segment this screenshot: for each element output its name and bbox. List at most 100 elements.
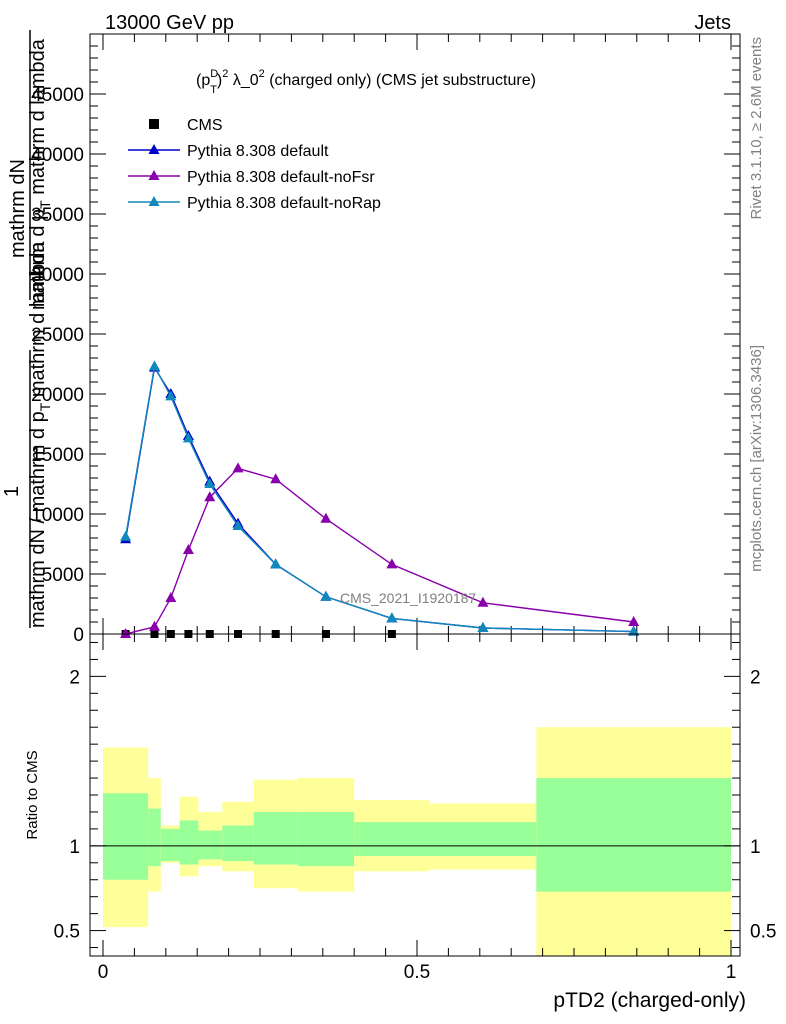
main-ytick-label: 20000: [31, 385, 84, 406]
y-left-sub: T: [37, 402, 53, 411]
y-den-2: mathrm d lambda: [27, 38, 49, 200]
data-point: [204, 491, 216, 502]
watermark: CMS_2021_I1920187: [340, 590, 476, 606]
y-den-sub: T: [37, 200, 53, 209]
ratio-green-band: [354, 822, 430, 857]
main-axes: 0 5000 10000 15000 20000 25000 30000 35000 40000…: [31, 34, 740, 646]
ratio-ytick-label-right: 1: [750, 837, 761, 858]
legend: CMS Pythia 8.308 default Pythia 8.308 defa…: [128, 117, 381, 212]
ratio-green-band: [103, 793, 149, 880]
y-label-one: 1: [1, 486, 23, 497]
y-label-denominator: mathrm d pT mathrm d lambda: [27, 38, 53, 310]
main-ytick-label: 25000: [31, 325, 84, 346]
y-den-1: mathrm d p: [27, 209, 49, 310]
ratio-green-band: [148, 808, 161, 867]
legend-entry: Pythia 8.308 default-noRap: [128, 195, 381, 212]
data-point: [148, 620, 160, 631]
data-point: [320, 590, 332, 601]
ratio-ytick-label-left: 1: [69, 837, 80, 858]
legend-entry: Pythia 8.308 default: [128, 143, 329, 160]
title-sub-t: T: [210, 84, 217, 96]
legend-marker: [149, 119, 159, 129]
data-point: [477, 596, 489, 607]
main-ytick-label: 35000: [31, 205, 84, 226]
data-point: [320, 512, 332, 523]
ratio-bands: [103, 727, 731, 956]
ratio-green-band: [536, 778, 731, 892]
data-point: [182, 544, 194, 554]
ratio-ytick-label-right: 0.5: [750, 922, 776, 943]
y-left-2: mathrm d lambda: [27, 241, 49, 403]
data-point: [165, 390, 177, 401]
main-ytick-label: 30000: [31, 265, 84, 286]
data-point: [182, 432, 194, 443]
title-sup-d: D: [210, 68, 218, 80]
data-point: [232, 462, 244, 473]
energy-label: 13000 GeV pp: [105, 12, 234, 34]
ratio-panel: 0.5 0.5 1 1 2 2 0 0.5 1 Ratio to CMS pTD2 (charg…: [24, 633, 776, 1012]
data-point: [120, 530, 132, 541]
ratio-ytick-label-left: 0.5: [54, 922, 80, 943]
main-title: (pD T)2 λ_02 (charged only) (CMS jet subs…: [196, 68, 536, 96]
title-close: ): [217, 72, 222, 89]
x-tick-label: 0.5: [404, 962, 430, 983]
ratio-green-band: [429, 822, 537, 857]
main-series: [120, 360, 640, 638]
rivet-info: Rivet 3.1.10, ≥ 2.6M events: [748, 37, 765, 220]
data-point: [628, 616, 640, 626]
main-ytick-label: 15000: [31, 445, 84, 466]
legend-label: Pythia 8.308 default-noFsr: [187, 169, 375, 186]
main-panel: (pD T)2 λ_02 (charged only) (CMS jet subs…: [1, 30, 741, 646]
x-axis-label: pTD2 (charged-only): [553, 989, 746, 1012]
data-point: [270, 558, 282, 569]
legend-label: Pythia 8.308 default: [187, 143, 329, 160]
ratio-green-band: [222, 825, 254, 862]
x-tick-label: 0: [98, 962, 109, 983]
ratio-green-band: [253, 811, 298, 865]
ratio-green-band: [179, 820, 199, 865]
legend-marker: [148, 144, 160, 154]
ratio-ytick-label-right: 2: [750, 667, 761, 688]
legend-label: CMS: [187, 117, 223, 134]
series-line: [125, 467, 634, 635]
ratio-axes: 0.5 0.5 1 1 2 2 0 0.5 1: [54, 634, 776, 983]
legend-marker: [148, 196, 160, 206]
legend-marker: [148, 170, 160, 180]
ratio-green-band: [297, 811, 355, 867]
y-axis-label: mathrm dN mathrm d pT mathrm d lambda 1 …: [1, 30, 53, 628]
title-sup-2a: 2: [222, 68, 228, 80]
data-point: [204, 478, 216, 488]
data-point: [232, 520, 244, 530]
title-lambda: λ_0: [228, 72, 258, 89]
series-pythia-8-308-default-nofsr: [120, 462, 640, 638]
series-pythia-8-308-default-norap: [120, 360, 640, 636]
x-tick-label: 1: [726, 962, 737, 983]
main-ytick-label: 0: [73, 625, 84, 646]
process-label: Jets: [694, 12, 731, 34]
y-label-left: mathrm dN / mathrm d pT mathrm d lambda: [27, 241, 53, 628]
main-ytick-label: 10000: [31, 505, 84, 526]
legend-entry: CMS: [149, 117, 223, 134]
data-point: [165, 592, 177, 602]
main-ytick-label: 45000: [31, 85, 84, 106]
data-point: [270, 473, 282, 484]
ratio-green-band: [160, 828, 180, 862]
title-part-open: (p: [196, 72, 210, 89]
y-label-numerator: mathrm dN: [7, 159, 29, 258]
data-point: [386, 612, 398, 623]
ratio-green-band: [198, 830, 223, 860]
title-rest: (charged only) (CMS jet substructure): [265, 72, 536, 89]
title-sup-2b: 2: [259, 68, 265, 80]
data-point: [148, 360, 160, 371]
legend-entry: Pythia 8.308 default-noFsr: [128, 169, 375, 186]
ratio-y-label: Ratio to CMS: [24, 750, 41, 839]
y-left-1: mathrm dN / mathrm d p: [27, 411, 49, 628]
ratio-ytick-label-left: 2: [69, 667, 80, 688]
main-ytick-label: 5000: [42, 565, 84, 586]
data-point: [120, 628, 132, 638]
data-point: [628, 625, 640, 636]
data-point: [386, 558, 398, 569]
mcplots-info: mcplots.cern.ch [arXiv:1306.3436]: [748, 345, 765, 572]
data-point: [477, 622, 489, 632]
main-ytick-label: 40000: [31, 145, 84, 166]
